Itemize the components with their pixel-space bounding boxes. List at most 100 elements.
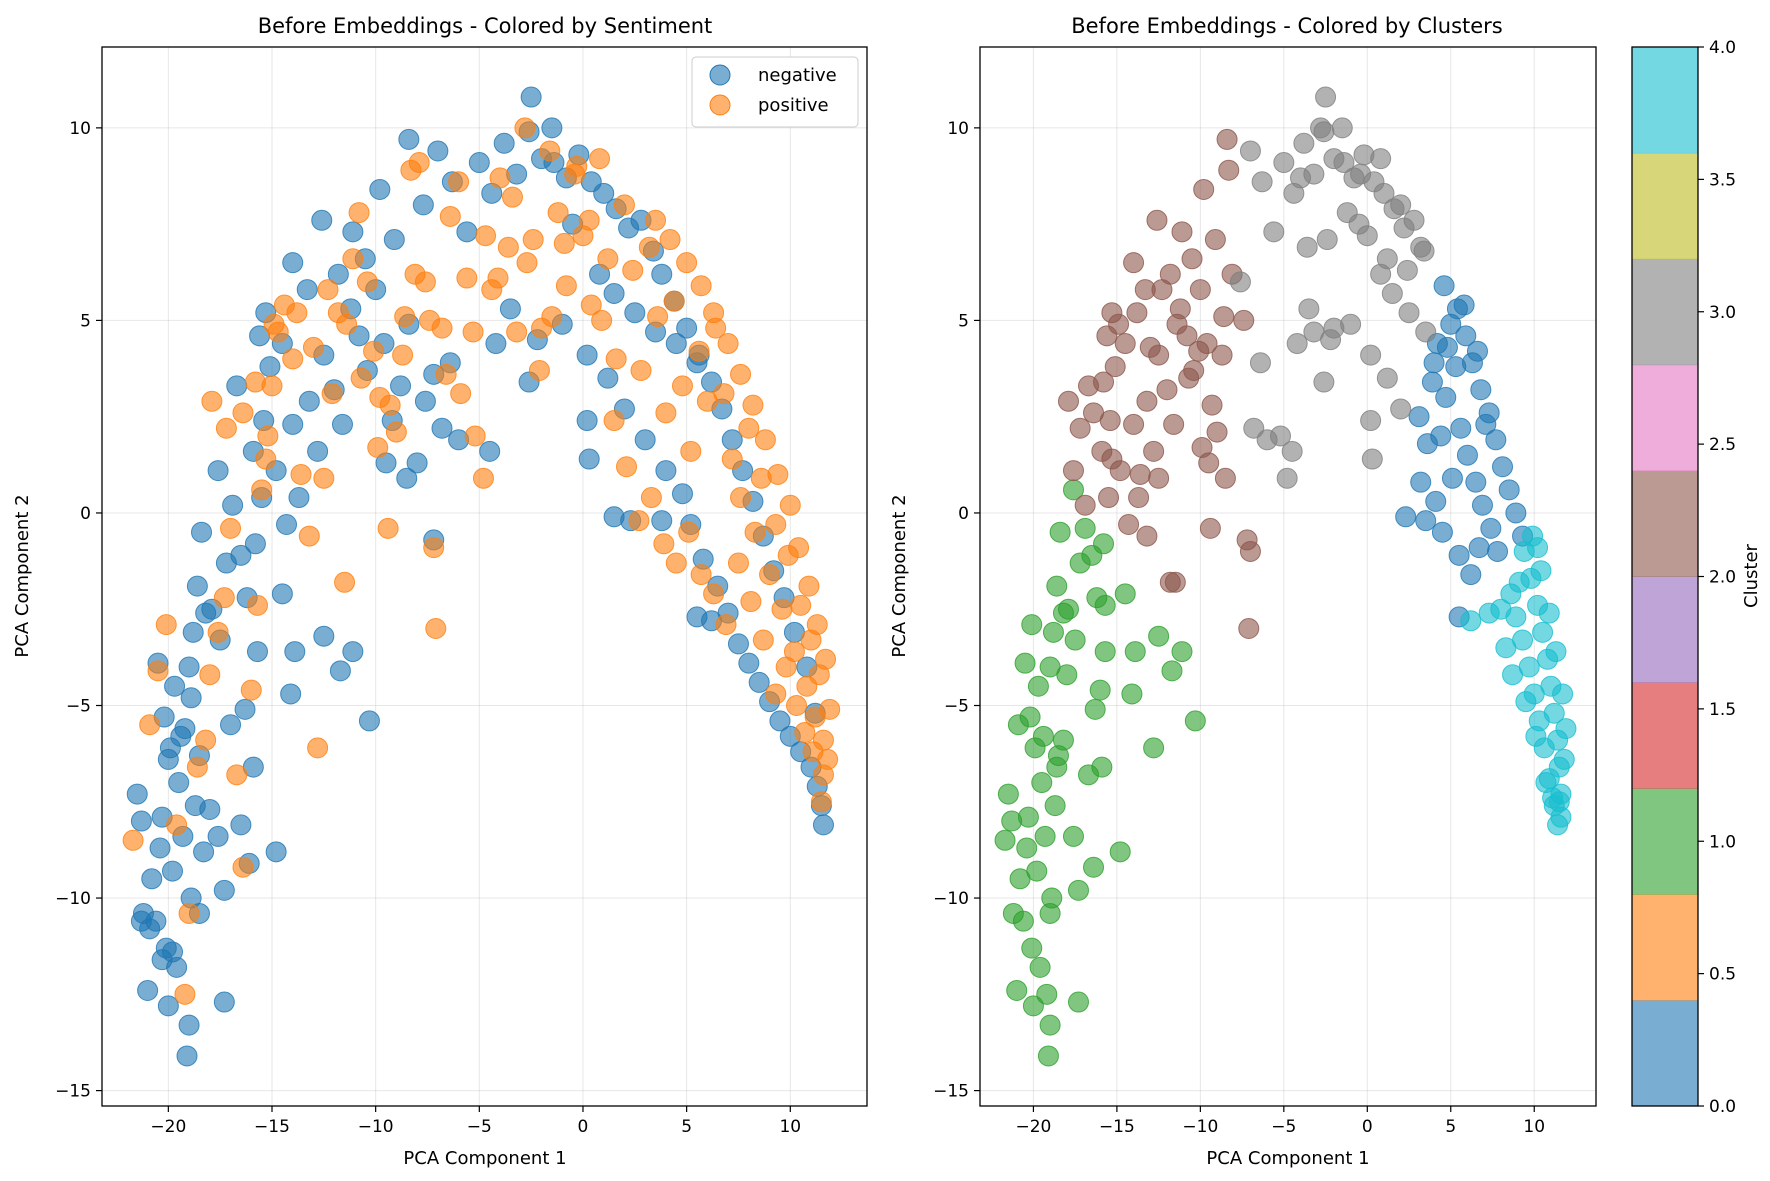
data-point [448, 171, 470, 193]
x-axis-label: PCA Component 1 [403, 1148, 566, 1169]
data-point [769, 710, 791, 732]
data-point [1238, 617, 1260, 639]
data-point [1303, 321, 1325, 343]
data-point [398, 128, 420, 150]
data-point [1548, 791, 1570, 813]
data-point [350, 367, 372, 389]
data-point [1129, 463, 1151, 485]
data-point [1360, 344, 1382, 366]
data-point [1390, 194, 1412, 216]
data-point [232, 856, 254, 878]
data-point [514, 117, 536, 139]
data-point [1333, 152, 1355, 174]
data-point [703, 583, 725, 605]
y-tick-label: −15 [933, 1082, 969, 1102]
data-point [1096, 325, 1118, 347]
data-point [1239, 540, 1261, 562]
data-point [1091, 440, 1113, 462]
data-point [1022, 995, 1044, 1017]
data-point [1381, 282, 1403, 304]
data-point [331, 413, 353, 435]
chart-title: Before Embeddings - Colored by Clusters [1071, 14, 1503, 38]
x-tick-label: −5 [1271, 1117, 1296, 1137]
data-point [742, 394, 764, 416]
data-point [1012, 910, 1034, 932]
data-point [798, 575, 820, 597]
data-point [161, 860, 183, 882]
data-point [640, 487, 662, 509]
data-point [994, 829, 1016, 851]
data-point [1124, 641, 1146, 663]
legend-label-positive: positive [758, 95, 829, 116]
data-point [1468, 537, 1490, 559]
data-point [259, 356, 281, 378]
data-point [1456, 444, 1478, 466]
data-point [456, 267, 478, 289]
y-tick-label: 10 [69, 119, 91, 139]
data-point [244, 371, 266, 393]
data-point [752, 629, 774, 651]
data-point [377, 517, 399, 539]
data-point [1146, 209, 1168, 231]
data-point [1545, 641, 1567, 663]
data-point [379, 394, 401, 416]
data-point [1269, 425, 1291, 447]
legend-marker-positive [709, 94, 731, 116]
data-point [1263, 221, 1285, 243]
data-point [1014, 652, 1036, 674]
data-point [665, 333, 687, 355]
data-point [493, 132, 515, 154]
data-point [383, 229, 405, 251]
data-point [744, 521, 766, 543]
data-point [765, 514, 787, 536]
data-point [282, 348, 304, 370]
data-point [1026, 860, 1048, 882]
data-point [207, 621, 229, 643]
data-point [213, 879, 235, 901]
data-point [1211, 344, 1233, 366]
colorbar-tick-label: 0.5 [1709, 965, 1736, 985]
data-point [178, 1014, 200, 1036]
data-point [1128, 487, 1150, 509]
data-point [1176, 325, 1198, 347]
data-point [1109, 841, 1131, 863]
data-point [1159, 263, 1181, 285]
data-point [1415, 321, 1437, 343]
data-point [1083, 856, 1105, 878]
data-point [356, 271, 378, 293]
colorbar-band [1632, 258, 1698, 366]
data-point [1471, 494, 1493, 516]
data-point [1101, 302, 1123, 324]
chart-sentiment: Before Embeddings - Colored by Sentiment… [12, 14, 868, 1169]
data-point [516, 252, 538, 274]
data-point [485, 333, 507, 355]
legend: negative positive [691, 56, 859, 128]
data-point [1315, 86, 1337, 108]
data-point [342, 221, 364, 243]
data-point [226, 764, 248, 786]
y-axis-label: PCA Component 2 [889, 494, 910, 657]
data-point [1148, 467, 1170, 489]
data-point [396, 467, 418, 489]
data-point [282, 413, 304, 435]
data-point [412, 194, 434, 216]
data-point [1074, 517, 1096, 539]
data-point [255, 448, 277, 470]
y-tick-label: −15 [55, 1082, 91, 1102]
data-point [630, 359, 652, 381]
data-point [284, 641, 306, 663]
data-point [321, 383, 343, 405]
data-point [1323, 317, 1345, 339]
data-point [1310, 117, 1332, 139]
data-point [788, 537, 810, 559]
data-point [1021, 614, 1043, 636]
data-point [655, 460, 677, 482]
data-point [298, 390, 320, 412]
data-point [464, 425, 486, 447]
data-point [1029, 956, 1051, 978]
colorbar-tick-label: 1.0 [1709, 832, 1736, 852]
data-point [126, 783, 148, 805]
data-point [539, 140, 561, 162]
data-point [1273, 152, 1295, 174]
data-point [1239, 140, 1261, 162]
